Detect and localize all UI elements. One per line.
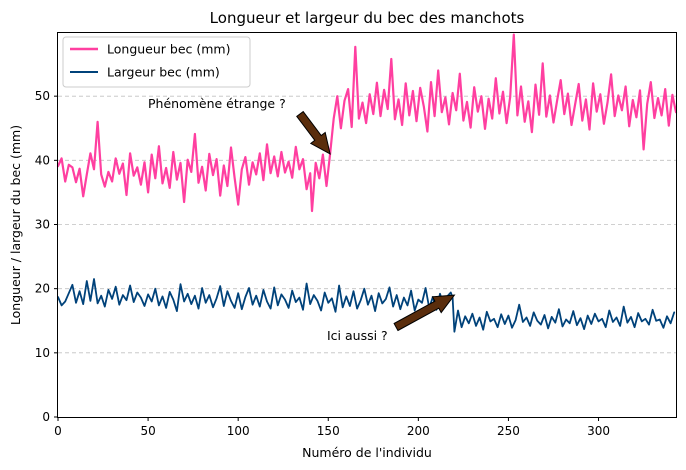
x-tick-label: 300 <box>587 424 610 438</box>
x-tick-label: 150 <box>317 424 340 438</box>
x-tick-label: 100 <box>227 424 250 438</box>
annotation-text-1: Phénomène étrange ? <box>148 96 286 111</box>
y-tick-label: 0 <box>42 410 50 424</box>
annotation-arrows <box>296 110 456 332</box>
y-tick-label: 20 <box>35 282 50 296</box>
chart-title: Longueur et largeur du bec des manchots <box>210 9 525 27</box>
y-axis-title: Longueur / largeur du bec (mm) <box>8 125 23 325</box>
annotation-text-2: Ici aussi ? <box>327 328 388 343</box>
legend-box <box>62 36 251 88</box>
series-lines <box>56 33 678 333</box>
series-line-longueur <box>56 33 678 213</box>
y-tick-label: 30 <box>35 218 50 232</box>
y-tick-label: 40 <box>35 153 50 167</box>
grid-lines <box>58 95 676 354</box>
y-tick-label: 10 <box>35 346 50 360</box>
x-tick-label: 250 <box>497 424 520 438</box>
legend: Longueur bec (mm) Largeur bec (mm) <box>62 36 251 88</box>
annotation-arrow <box>393 294 456 332</box>
x-tick-label: 200 <box>407 424 430 438</box>
legend-label-longueur: Longueur bec (mm) <box>107 42 230 57</box>
legend-label-largeur: Largeur bec (mm) <box>107 65 220 80</box>
annotation-arrow <box>296 110 331 155</box>
x-axis-ticks: 0 50 100 150 200 250 300 <box>54 417 610 438</box>
x-tick-label: 0 <box>54 424 62 438</box>
x-axis-title: Numéro de l'individu <box>302 445 432 460</box>
series-line-largeur <box>57 278 676 333</box>
x-tick-label: 50 <box>140 424 155 438</box>
y-tick-label: 50 <box>35 89 50 103</box>
y-axis-ticks: 0 10 20 30 40 50 <box>35 89 58 424</box>
